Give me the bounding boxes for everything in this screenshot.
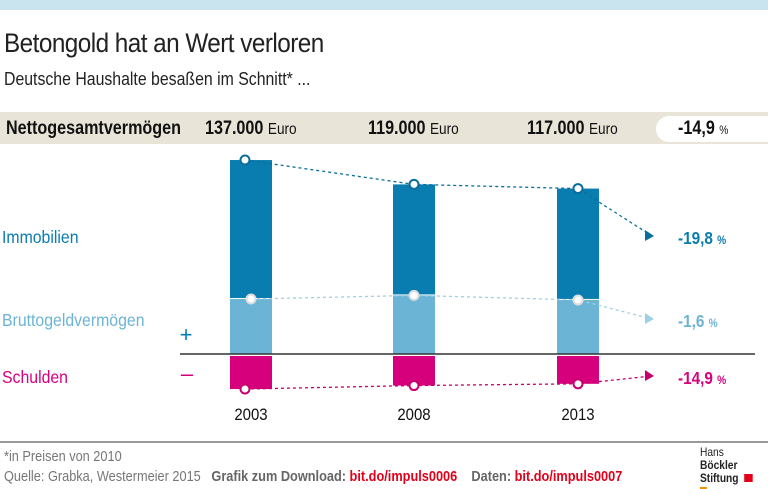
bar-bruttogeld-2008 [393, 295, 435, 354]
net-value-2008: 119.000 Euro [368, 118, 459, 139]
arrow-head-icon [645, 370, 654, 381]
net-value-2013: 117.000 Euro [527, 118, 618, 139]
data-point-marker [408, 380, 420, 392]
chart-title: Betongold hat an Wert verloren [4, 28, 324, 58]
chart-subtitle: Deutsche Haushalte besaßen im Schnitt* .… [4, 69, 311, 89]
data-point-marker [245, 293, 257, 305]
source-line: Quelle: Grabka, Westermeier 2015 Grafik … [4, 468, 622, 485]
data-point-marker [239, 154, 251, 166]
data-point-marker [239, 383, 251, 395]
x-tick-label: 2013 [561, 406, 594, 424]
data-point-marker [408, 289, 420, 301]
footnote: *in Preisen von 2010 [4, 448, 122, 465]
net-band [0, 112, 768, 144]
top-bar [0, 0, 768, 10]
trend-line-2 [244, 375, 653, 390]
change-value-1: -1,6 % [678, 311, 718, 331]
trend-line-0 [244, 159, 653, 237]
legend-label-1: Bruttogeldvermögen [2, 310, 145, 330]
data-point-marker [572, 378, 584, 390]
data-label: Daten: [471, 468, 512, 485]
bar-immobilien-2008 [393, 184, 435, 295]
data-point-marker [408, 178, 420, 190]
data-point-marker [572, 294, 584, 306]
plus-sign: + [180, 322, 193, 347]
download-link[interactable]: bit.do/impuls0006 [349, 468, 458, 485]
footer-divider [0, 441, 768, 443]
bar-bruttogeld-2003 [230, 299, 272, 354]
net-label: Nettogesamtvermögen [6, 118, 182, 139]
arrow-head-icon [645, 230, 654, 241]
change-value-0: -19,8 % [678, 228, 726, 248]
x-tick-label: 2008 [397, 406, 430, 424]
bar-immobilien-2003 [230, 160, 272, 299]
arrow-head-icon [645, 313, 654, 324]
data-point-marker [572, 183, 584, 195]
change-value-2: -14,9 % [678, 368, 726, 388]
x-tick-label: 2003 [234, 406, 267, 424]
net-change: -14,9 % [678, 118, 729, 139]
legend-label-2: Schulden [2, 367, 68, 387]
net-value-2003: 137.000 Euro [205, 118, 297, 139]
minus-sign: – [181, 361, 194, 386]
bar-schulden-2003 [230, 356, 272, 390]
legend-label-0: Immobilien [2, 227, 79, 247]
data-link[interactable]: bit.do/impuls0007 [514, 468, 623, 485]
net-change-pill [656, 116, 768, 142]
bar-immobilien-2013 [557, 188, 599, 299]
bar-bruttogeld-2013 [557, 299, 599, 354]
source: Quelle: Grabka, Westermeier 2015 [4, 468, 201, 485]
download-label: Grafik zum Download: [211, 468, 347, 485]
hans-boeckler-logo: Hans Böckler Stiftung [700, 446, 758, 489]
